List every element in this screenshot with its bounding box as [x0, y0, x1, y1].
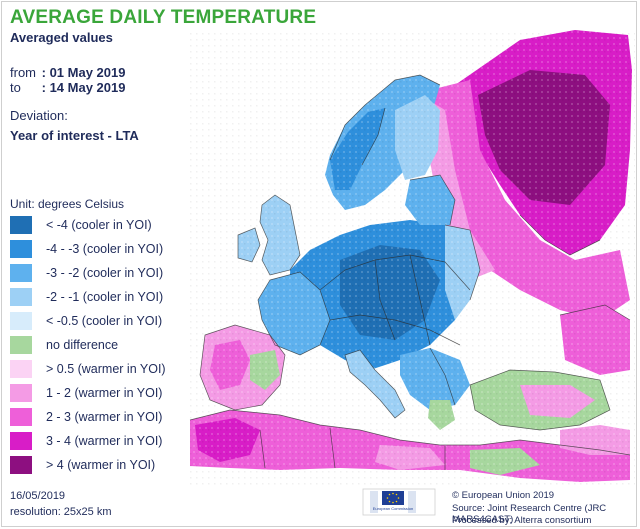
legend-item: < -4 (cooler in YOI) — [8, 214, 178, 238]
grid-texture — [190, 30, 635, 485]
legend-swatch — [10, 384, 32, 402]
legend-label: > 4 (warmer in YOI) — [46, 458, 156, 472]
legend-label: -3 - -2 (cooler in YOI) — [46, 266, 164, 280]
legend-label: no difference — [46, 338, 119, 352]
legend-item: 3 - 4 (warmer in YOI) — [8, 430, 178, 454]
legend-item: > 4 (warmer in YOI) — [8, 454, 178, 478]
period-from-label: from — [10, 65, 36, 80]
legend-item: < -0.5 (cooler in YOI) — [8, 310, 178, 334]
legend-label: -2 - -1 (cooler in YOI) — [46, 290, 164, 304]
period-to-label: to — [10, 80, 21, 95]
legend-item: -3 - -2 (cooler in YOI) — [8, 262, 178, 286]
period-from: from : 01 May 2019 — [10, 65, 125, 80]
legend-swatch — [10, 264, 32, 282]
period-to: to : 14 May 2019 — [10, 80, 125, 95]
footer-processed: Processed by: Alterra consortium — [452, 515, 592, 526]
legend-label: 3 - 4 (warmer in YOI) — [46, 434, 163, 448]
legend-swatch — [10, 456, 32, 474]
european-commission-logo: European Commission — [362, 488, 436, 516]
period-from-value: : 01 May 2019 — [41, 65, 126, 80]
legend-swatch — [10, 336, 32, 354]
footer-date: 16/05/2019 — [10, 490, 66, 502]
legend-item: > 0.5 (warmer in YOI) — [8, 358, 178, 382]
country-borders — [189, 74, 631, 470]
deviation-label: Deviation: — [10, 108, 68, 123]
legend-label: > 0.5 (warmer in YOI) — [46, 362, 166, 376]
legend-item: 1 - 2 (warmer in YOI) — [8, 382, 178, 406]
legend-item: no difference — [8, 334, 178, 358]
legend-label: 2 - 3 (warmer in YOI) — [46, 410, 163, 424]
legend-swatch — [10, 312, 32, 330]
legend-item: 2 - 3 (warmer in YOI) — [8, 406, 178, 430]
deviation-value: Year of interest - LTA — [10, 128, 139, 143]
period-to-value: : 14 May 2019 — [41, 80, 126, 95]
footer-resolution: resolution: 25x25 km — [10, 506, 112, 518]
legend: < -4 (cooler in YOI) -4 - -3 (cooler in … — [8, 214, 178, 478]
map-title: AVERAGE DAILY TEMPERATURE — [10, 7, 317, 28]
legend-swatch — [10, 432, 32, 450]
map-subtitle: Averaged values — [10, 30, 113, 45]
legend-swatch — [10, 288, 32, 306]
legend-swatch — [10, 360, 32, 378]
logo-text: European Commission — [373, 506, 413, 511]
footer-source: Source: Joint Research Centre (JRC MARS4… — [452, 503, 607, 525]
legend-label: 1 - 2 (warmer in YOI) — [46, 386, 163, 400]
legend-item: -2 - -1 (cooler in YOI) — [8, 286, 178, 310]
legend-swatch — [10, 408, 32, 426]
legend-swatch — [10, 216, 32, 234]
footer-copyright: © European Union 2019 — [452, 490, 555, 501]
legend-swatch — [10, 240, 32, 258]
legend-item: -4 - -3 (cooler in YOI) — [8, 238, 178, 262]
legend-unit: Unit: degrees Celsius — [10, 197, 125, 211]
legend-label: < -0.5 (cooler in YOI) — [46, 314, 163, 328]
legend-label: < -4 (cooler in YOI) — [46, 218, 152, 232]
legend-label: -4 - -3 (cooler in YOI) — [46, 242, 164, 256]
